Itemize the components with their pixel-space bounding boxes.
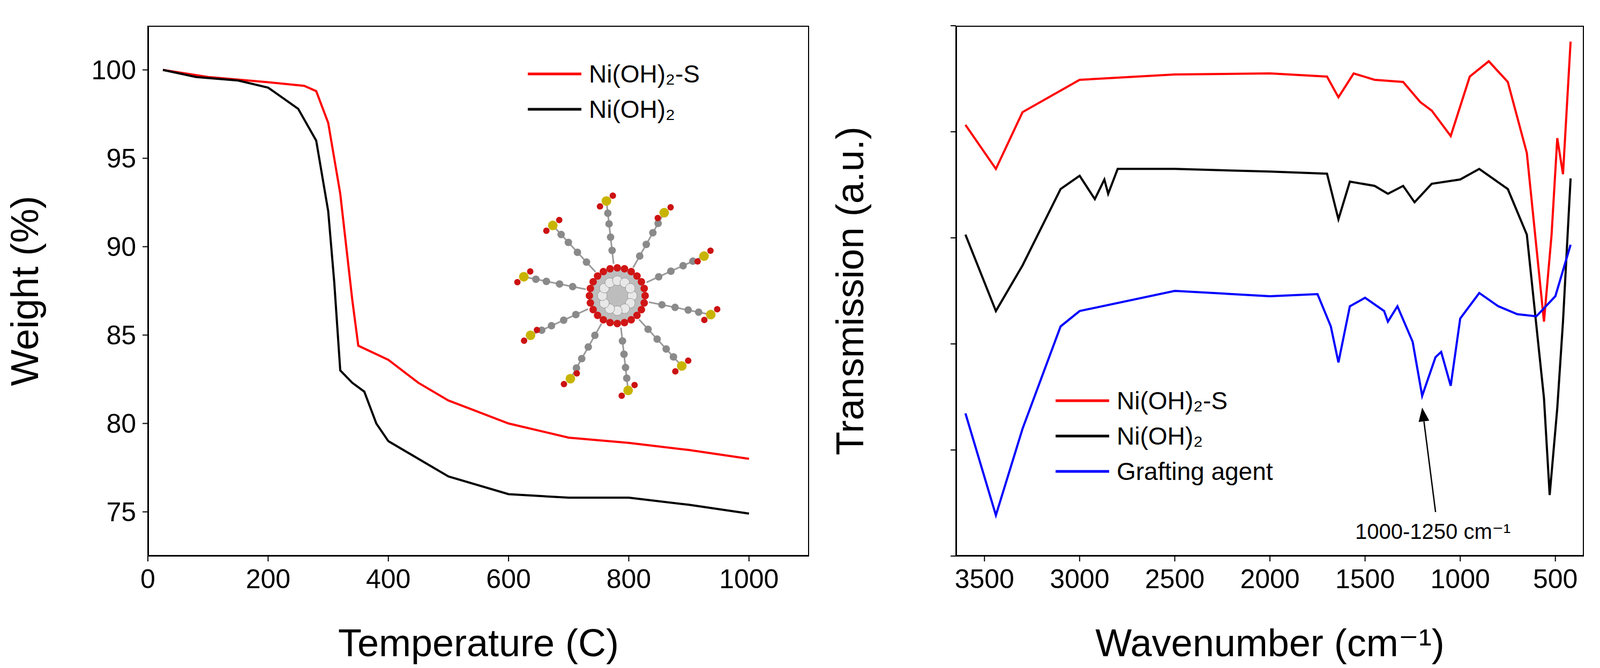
svg-text:1000: 1000 [719, 564, 779, 595]
svg-text:1000: 1000 [1430, 564, 1491, 595]
svg-text:400: 400 [365, 564, 411, 595]
svg-text:2000: 2000 [1239, 564, 1300, 595]
svg-text:Temperature (C): Temperature (C) [338, 621, 619, 665]
svg-text:100: 100 [91, 55, 137, 86]
svg-text:3000: 3000 [1049, 564, 1110, 595]
svg-text:85: 85 [106, 320, 137, 351]
svg-text:Weight (%): Weight (%) [3, 196, 47, 387]
html-text:Ni(OH)₂: Ni(OH)₂ [588, 95, 676, 124]
html-text:Ni(OH)₂-S: Ni(OH)₂-S [1116, 386, 1228, 415]
svg-text:95: 95 [106, 143, 137, 174]
svg-text:800: 800 [606, 564, 652, 595]
svg-text:90: 90 [106, 232, 137, 263]
svg-text:200: 200 [245, 564, 291, 595]
svg-text:1500: 1500 [1335, 564, 1395, 595]
html-text:Ni(OH)₂: Ni(OH)₂ [1116, 422, 1203, 451]
svg-text:1000-1250 cm⁻¹: 1000-1250 cm⁻¹ [1355, 519, 1511, 544]
svg-text:Transmission (a.u.): Transmission (a.u.) [828, 126, 872, 455]
svg-text:500: 500 [1533, 564, 1578, 595]
svg-text:3500: 3500 [954, 564, 1015, 595]
svg-text:2500: 2500 [1145, 564, 1205, 595]
svg-text:Wavenumber (cm⁻¹): Wavenumber (cm⁻¹) [1095, 621, 1445, 665]
svg-text:75: 75 [106, 497, 137, 528]
svg-text:600: 600 [486, 564, 531, 595]
svg-text:80: 80 [106, 408, 137, 439]
html-text:Grafting agent: Grafting agent [1116, 457, 1273, 486]
svg-text:0: 0 [140, 564, 156, 595]
html-text:Ni(OH)₂-S: Ni(OH)₂-S [588, 60, 700, 88]
